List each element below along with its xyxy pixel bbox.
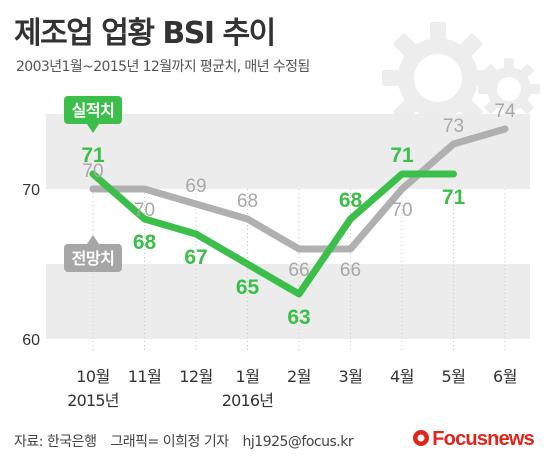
actual-series-line (89, 170, 457, 298)
legend-actual-box (64, 96, 122, 124)
x-tick-label: 2월 (287, 367, 311, 386)
x-tick-label: 4월 (390, 367, 414, 386)
small-gear-icon (478, 58, 540, 120)
credit-text: 그래픽= 이희정 기자 (110, 434, 229, 450)
x-tick-label: 1월 (236, 367, 260, 386)
actual-data-label: 67 (184, 246, 207, 269)
x-tick-label: 5월 (442, 367, 466, 386)
actual-data-label: 71 (390, 144, 414, 167)
page-subtitle: 2003년1월~2015년 12월까지 평균치, 매년 수정됨 (16, 59, 310, 75)
page-title: 제조업 업황 BSI 추이 (14, 16, 276, 51)
x-year-label: 2016년 (222, 391, 274, 410)
actual-data-label: 68 (339, 189, 363, 212)
forecast-data-label: 70 (82, 161, 103, 182)
footer: 자료: 한국은행 그래픽= 이희정 기자 hj1925@focus.kr (14, 431, 363, 451)
actual-data-label: 68 (133, 231, 157, 254)
x-tick-label: 11월 (128, 367, 162, 386)
forecast-data-label: 73 (443, 116, 464, 137)
focus-logo-icon (413, 430, 430, 446)
x-tick-label: 10월 (76, 367, 110, 386)
actual-data-label: 71 (81, 144, 105, 167)
actual-data-label: 71 (442, 186, 466, 209)
legend-actual-pointer (87, 124, 99, 133)
y-tick-label: 60 (22, 332, 40, 349)
x-tick-label: 6월 (493, 367, 517, 386)
email-text: hj1925@focus.kr (242, 434, 354, 450)
forecast-data-label: 69 (185, 176, 206, 197)
y-tick-label: 70 (22, 182, 40, 199)
source-text: 자료: 한국은행 (14, 434, 97, 450)
forecast-data-label: 66 (340, 260, 361, 281)
brand-focus: Focus (432, 428, 488, 450)
x-year-label: 2015년 (67, 391, 119, 410)
legend-forecast-label: 전망치 (72, 249, 115, 268)
brand-news: news (487, 428, 535, 450)
actual-data-label: 63 (287, 306, 310, 329)
chart-band-lower (46, 264, 530, 339)
focus-news-logo: Focusnews (412, 428, 535, 451)
legend-actual-label: 실적치 (72, 101, 115, 120)
forecast-data-label: 66 (288, 260, 309, 281)
actual-data-label: 65 (236, 276, 260, 299)
x-tick-label: 12월 (179, 367, 213, 386)
forecast-data-label: 68 (237, 191, 258, 212)
forecast-data-label: 70 (391, 200, 412, 221)
legend-forecast-pointer (87, 235, 99, 244)
forecast-data-label: 70 (134, 200, 155, 221)
forecast-data-label: 74 (494, 101, 516, 122)
forecast-series-line (89, 125, 509, 253)
x-tick-label: 3월 (339, 367, 363, 386)
legend-forecast-box (64, 244, 122, 272)
